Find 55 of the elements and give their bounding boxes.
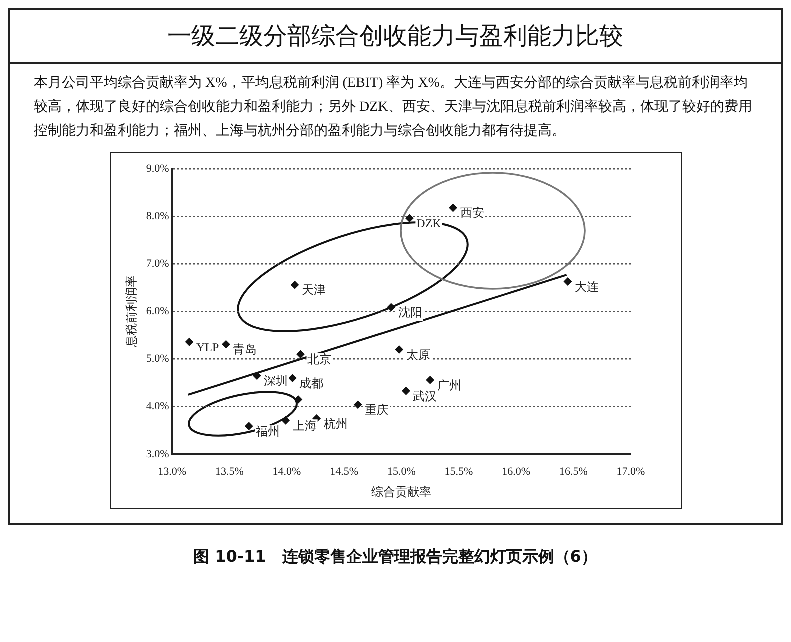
series-label: 青岛	[232, 342, 257, 357]
chart-title: 一级二级分部综合创收能力与盈利能力比较	[10, 10, 781, 64]
series-label: YLP	[196, 340, 220, 354]
y-tick-label: 3.0%	[146, 448, 169, 460]
point	[405, 214, 414, 222]
point	[294, 396, 302, 404]
y-tick-label: 9.0%	[146, 162, 169, 175]
series-label: 西安	[460, 206, 484, 220]
point	[252, 372, 261, 380]
series-label: 福州	[256, 424, 280, 438]
x-axis-title: 综合贡献率	[371, 484, 432, 499]
point	[426, 376, 434, 384]
point	[222, 340, 230, 349]
point	[244, 422, 253, 430]
series-label: 深圳	[264, 374, 288, 388]
series-label: 大连	[574, 280, 598, 294]
point	[185, 338, 194, 346]
series-label: 北京	[307, 352, 332, 367]
series-label: 广州	[436, 378, 461, 392]
series-label: 天津	[302, 283, 326, 298]
series-label: 杭州	[322, 416, 348, 431]
y-tick-label: 4.0%	[146, 400, 169, 413]
x-tick-label: 17.0%	[616, 466, 645, 478]
point	[386, 303, 395, 312]
series-label: DZK	[416, 216, 442, 231]
y-tick-label: 8.0%	[146, 210, 169, 222]
point	[563, 278, 572, 286]
point	[354, 400, 362, 409]
point	[290, 281, 299, 290]
point	[288, 374, 296, 382]
series-label: 沈阳	[398, 306, 422, 320]
x-tick-label: 13.0%	[158, 466, 186, 478]
series-label: 重庆	[364, 403, 389, 418]
point	[394, 346, 403, 354]
caption: 图 10-11 连锁零售企业管理报告完整幻灯页示例（6）	[192, 547, 598, 568]
x-tick-label: 13.5%	[214, 466, 244, 478]
chart-subtitle: 本月公司平均综合贡献率为 X%，平均息税前利润 (EBIT) 率为 X%。大连与西安分部的综合贡献率与息税前利润率均较高，体现了良好的综合创收能力和盈利能力；另外 DZK、西安、天津与沈阳息税前利润率较高，体现了较好的费用控制能力和盈利能力；福州、上海与杭州分部的盈利能力与综合创收能力都有待提高。	[33, 74, 754, 141]
x-tick-label: 16.5%	[558, 466, 588, 478]
y-tick-label: 5.0%	[146, 353, 169, 366]
series-label: 武汉	[412, 389, 437, 404]
x-tick-label: 14.0%	[272, 466, 301, 478]
y-tick-label: 7.0%	[146, 258, 169, 270]
point	[448, 204, 457, 212]
point	[402, 387, 410, 396]
series-label: 太原	[406, 348, 430, 362]
x-tick-label: 14.5%	[330, 466, 358, 478]
x-tick-label: 15.0%	[386, 466, 416, 478]
y-tick-label: 6.0%	[146, 306, 169, 318]
series-label: 上海	[292, 418, 316, 433]
point	[296, 350, 304, 359]
series-label: 成都	[299, 376, 324, 390]
y-axis-title: 息税前利润率	[124, 276, 138, 349]
x-tick-label: 16.0%	[502, 466, 530, 478]
x-tick-label: 15.5%	[444, 466, 473, 478]
point	[281, 416, 290, 425]
